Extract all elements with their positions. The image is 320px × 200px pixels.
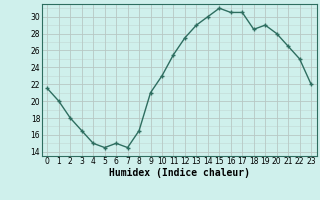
- X-axis label: Humidex (Indice chaleur): Humidex (Indice chaleur): [109, 168, 250, 178]
